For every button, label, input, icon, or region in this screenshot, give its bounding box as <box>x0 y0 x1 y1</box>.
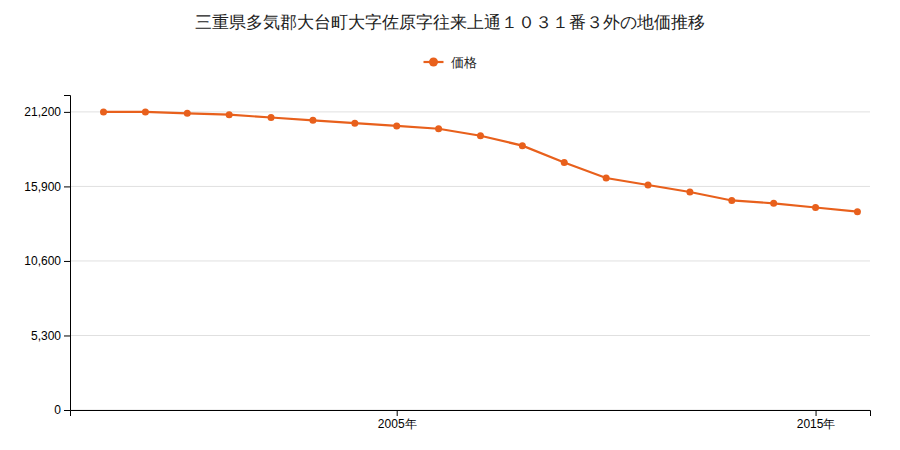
legend-marker <box>429 58 438 67</box>
point <box>100 108 107 115</box>
y-tick-label: 5,300 <box>31 329 61 343</box>
y-tick-label: 0 <box>54 403 61 417</box>
y-tick-mark <box>64 186 70 187</box>
legend: 価格 <box>424 55 477 70</box>
line <box>104 112 858 212</box>
y-axis-line <box>64 96 71 411</box>
y-tick-label: 10,600 <box>24 254 61 268</box>
x-tick-mark <box>397 410 398 416</box>
plot-area: 0 5,300 10,600 15,900 21,200 2005年 2015年 <box>24 96 870 431</box>
y-tick: 15,900 <box>24 180 70 194</box>
grid-line <box>70 260 870 261</box>
grid-line <box>70 335 870 336</box>
point <box>645 182 652 189</box>
y-tick: 0 <box>54 403 70 417</box>
point <box>268 114 275 121</box>
point <box>686 189 693 196</box>
x-tick: 2005年 <box>378 410 417 431</box>
point <box>603 174 610 181</box>
y-tick: 10,600 <box>24 254 70 268</box>
y-tick-mark <box>64 112 70 113</box>
point <box>142 108 149 115</box>
y-tick-label: 15,900 <box>24 180 61 194</box>
grid-line <box>70 186 870 187</box>
title: 三重県多気郡大台町大字佐原字往来上通１０３１番３外の地価推移 <box>195 12 705 32</box>
x-tick-mark <box>816 410 817 416</box>
x-tick-label: 2005年 <box>378 417 417 431</box>
point <box>435 125 442 132</box>
point <box>770 200 777 207</box>
series-group <box>100 108 861 215</box>
x-tick: 2015年 <box>797 410 836 431</box>
y-tick-mark <box>64 261 70 262</box>
point <box>854 208 861 215</box>
point <box>519 142 526 149</box>
y-tick-mark <box>64 335 70 336</box>
point <box>477 132 484 139</box>
chart: 三重県多気郡大台町大字佐原字往来上通１０３１番３外の地価推移 0 5,300 10,6… <box>0 0 900 450</box>
legend-label: 価格 <box>451 55 477 70</box>
point <box>351 120 358 127</box>
point <box>184 110 191 117</box>
y-tick: 21,200 <box>24 105 70 119</box>
y-tick-mark <box>64 410 70 411</box>
x-tick-label: 2015年 <box>797 417 836 431</box>
y-axis: 0 5,300 10,600 15,900 21,200 <box>24 96 70 418</box>
y-tick: 5,300 <box>31 329 70 343</box>
point <box>728 197 735 204</box>
point <box>561 159 568 166</box>
point <box>309 117 316 124</box>
y-tick-label: 21,200 <box>24 105 61 119</box>
x-axis: 2005年 2015年 <box>71 410 871 431</box>
legend-item: 価格 <box>424 55 477 70</box>
point <box>393 122 400 129</box>
point <box>226 111 233 118</box>
x-axis-line <box>71 411 871 417</box>
point <box>812 204 819 211</box>
grid <box>70 112 870 410</box>
